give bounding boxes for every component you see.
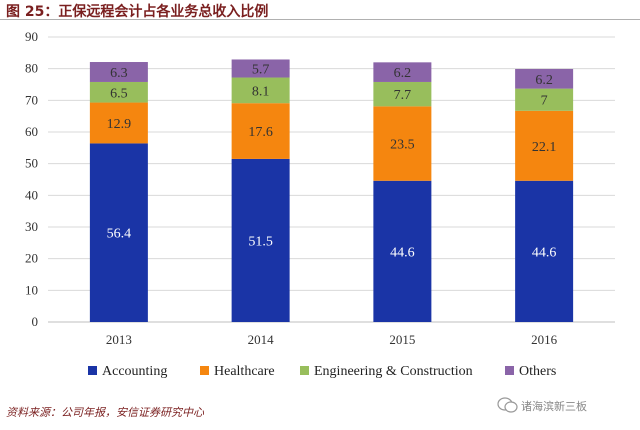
y-tick-label: 70 [25, 92, 38, 107]
bar-segment-engineering-construction [231, 77, 290, 104]
legend-label: Healthcare [214, 364, 275, 379]
legend-swatch [200, 366, 209, 375]
data-label: 7 [541, 94, 548, 109]
stacked-bar-chart: 0 10 20 30 40 50 60 70 80 90 56.4 12.9 6.5 6.3 2013 51.… [25, 29, 615, 379]
data-label: 8.1 [252, 84, 270, 99]
data-label: 17.6 [248, 125, 273, 140]
watermark: 诸海滨新三板 [497, 396, 637, 416]
bar-segment-others [89, 62, 148, 82]
data-label: 6.3 [110, 66, 128, 81]
x-tick-label: 2013 [106, 332, 132, 347]
legend-swatch [88, 366, 97, 375]
bar-segment-healthcare [515, 110, 574, 181]
bar-segment-healthcare [373, 106, 432, 181]
y-tick-label: 0 [32, 314, 39, 329]
legend-label: Accounting [102, 364, 167, 379]
x-tick-label: 2016 [531, 332, 558, 347]
data-label: 12.9 [107, 117, 132, 132]
y-tick-label: 30 [25, 219, 38, 234]
data-label: 56.4 [107, 227, 132, 242]
data-label: 23.5 [390, 138, 415, 153]
watermark-text: 诸海滨新三板 [521, 400, 587, 413]
bar-segment-engineering-construction [373, 81, 432, 107]
bar-segment-engineering-construction [89, 81, 148, 103]
data-label: 22.1 [532, 140, 557, 155]
data-label: 5.7 [252, 63, 270, 78]
legend-label: Engineering & Construction [314, 364, 473, 379]
bar-segment-accounting [231, 158, 290, 322]
x-tick-label: 2015 [389, 332, 415, 347]
bar-segment-accounting [373, 180, 432, 322]
bar-segment-accounting [89, 143, 148, 322]
data-label: 6.2 [394, 66, 412, 81]
legend-swatch [505, 366, 514, 375]
wechat-icon [497, 397, 518, 413]
data-label: 44.6 [532, 245, 557, 260]
bar-segment-healthcare [89, 102, 148, 144]
title-bar: 图 25：正保远程会计占各业务总收入比例 [0, 0, 640, 22]
y-tick-label: 10 [25, 282, 38, 297]
data-label: 6.5 [110, 86, 128, 101]
y-tick-label: 60 [25, 124, 38, 139]
source-note: 资料来源：公司年报，安信证券研究中心 [6, 406, 204, 419]
y-tick-label: 40 [25, 187, 38, 202]
bar-segment-others [373, 62, 432, 82]
data-label: 44.6 [390, 245, 415, 260]
x-tick-label: 2014 [248, 332, 275, 347]
bar-segment-healthcare [231, 103, 290, 159]
bar-segment-others [515, 68, 574, 89]
page-title: 图 25：正保远程会计占各业务总收入比例 [6, 4, 269, 20]
y-tick-label: 50 [25, 156, 38, 171]
bar-segment-engineering-construction [515, 88, 574, 111]
legend-label: Others [519, 364, 556, 379]
data-label: 6.2 [535, 73, 553, 88]
bar-segment-others [231, 59, 290, 78]
bar-segment-accounting [515, 180, 574, 322]
data-label: 7.7 [394, 88, 412, 103]
legend-swatch [300, 366, 309, 375]
y-tick-label: 90 [25, 29, 38, 44]
y-tick-label: 20 [25, 251, 38, 266]
data-label: 51.5 [248, 234, 273, 249]
y-tick-label: 80 [25, 61, 38, 76]
title-divider [0, 19, 640, 20]
